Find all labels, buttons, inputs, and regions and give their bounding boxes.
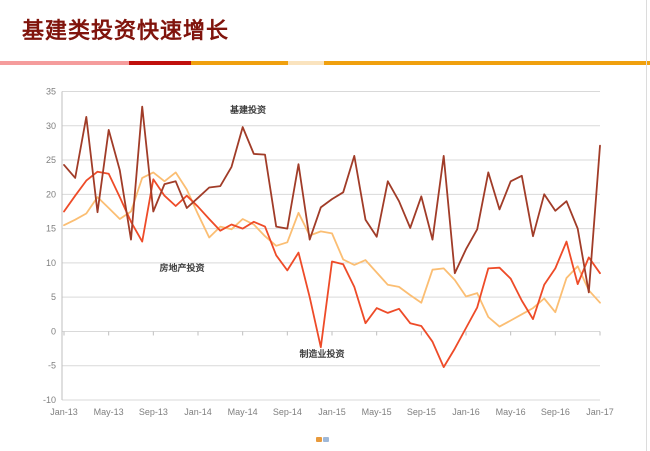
x-axis-label-Sep-13: Sep-13: [139, 407, 168, 417]
slide-title: 基建类投资快速增长: [22, 19, 230, 44]
accent-stripe-segment-2: [191, 61, 288, 65]
x-axis-label-Jan-16: Jan-16: [452, 407, 480, 417]
accent-stripe-segment-0: [0, 61, 129, 65]
accent-stripe-segment-3: [288, 61, 324, 65]
accent-stripe-segment-4: [324, 61, 650, 65]
x-axis-label-May-14: May-14: [228, 407, 258, 417]
x-axis-label-Sep-15: Sep-15: [407, 407, 436, 417]
accent-stripe-segment-1: [129, 61, 191, 65]
x-axis-label-Sep-16: Sep-16: [541, 407, 570, 417]
y-axis-label--10: -10: [43, 395, 56, 405]
footer-logo-mark: [316, 437, 329, 442]
footer-logo-block-0: [316, 437, 322, 442]
y-axis-label-25: 25: [46, 155, 56, 165]
footer-logo-block-1: [323, 437, 329, 442]
y-axis-label-10: 10: [46, 258, 56, 268]
y-axis-label-35: 35: [46, 87, 56, 97]
x-axis-labels: Jan-13 May-13 Sep-13 Jan-14 May-14 Sep-14 Jan-…: [50, 407, 614, 417]
accent-stripe: [0, 61, 650, 65]
x-axis-label-Jan-15: Jan-15: [318, 407, 346, 417]
y-axis-label-5: 5: [51, 292, 56, 302]
x-axis-ticks: [63, 331, 601, 336]
y-axis-label-30: 30: [46, 121, 56, 131]
x-axis-label-Jan-13: Jan-13: [50, 407, 78, 417]
series-line-manufacturing-investment: [63, 170, 601, 369]
series-label-manufacturing-investment: 制造业投资: [299, 348, 344, 359]
y-axis-label-15: 15: [46, 224, 56, 234]
x-axis-label-Jan-14: Jan-14: [184, 407, 212, 417]
series-label-real-estate-investment: 房地产投资: [159, 262, 204, 273]
slide-right-border: [646, 0, 647, 451]
y-axis-label--5: -5: [48, 361, 56, 371]
x-axis-label-May-13: May-13: [94, 407, 124, 417]
x-axis-label-Jan-17: Jan-17: [586, 407, 614, 417]
series-line-real-estate-investment: [63, 171, 601, 328]
y-axis-labels: 35 30 25 20 15 10 5 0 -5 -10: [43, 87, 56, 406]
series-label-infrastructure-investment: 基建投资: [229, 104, 266, 115]
series-line-infrastructure-investment: [63, 105, 601, 294]
x-axis-label-May-15: May-15: [362, 407, 392, 417]
x-axis-label-May-16: May-16: [496, 407, 526, 417]
y-axis-label-0: 0: [51, 326, 56, 336]
y-axis-label-20: 20: [46, 189, 56, 199]
x-axis-label-Sep-14: Sep-14: [273, 407, 302, 417]
